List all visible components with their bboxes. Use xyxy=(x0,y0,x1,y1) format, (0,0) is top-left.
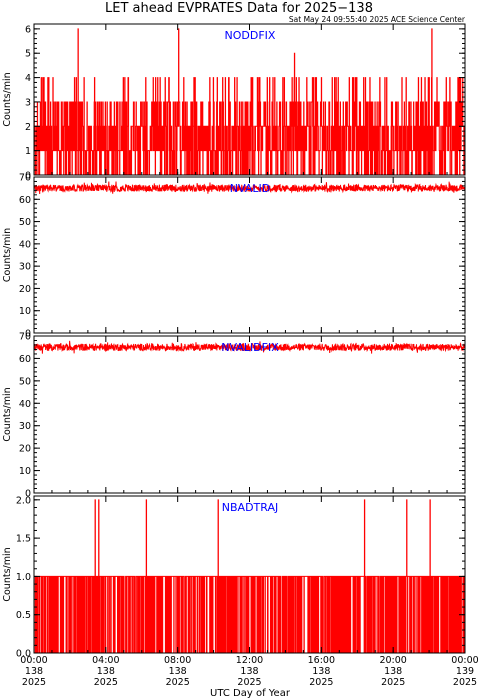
x-tick-label-time: 12:00 xyxy=(236,655,263,666)
y-tick-label: 3 xyxy=(25,97,31,108)
y-tick-label: 70 xyxy=(19,332,31,343)
y-tick-label: 0 xyxy=(25,171,31,182)
y-tick-label: 4 xyxy=(25,73,31,84)
y-tick-label: 0 xyxy=(25,329,31,340)
x-tick-label-time: 00:00 xyxy=(451,655,478,666)
x-tick-label-year: 2025 xyxy=(22,677,46,688)
panel-nvalid: 0 10 20 30 40 50 60 70 Counts/min NVALID xyxy=(2,173,466,340)
y-tick-label: 40 xyxy=(19,399,31,410)
x-tick-label-time: 16:00 xyxy=(308,655,335,666)
y-tick-label: 50 xyxy=(19,217,31,228)
y-tick-label: 10 xyxy=(19,466,31,477)
y-tick-label: 1.0 xyxy=(16,572,31,583)
y-tick-label: 0 xyxy=(25,489,31,500)
x-tick-label-doy: 138 xyxy=(312,666,330,677)
x-tick-label-doy: 139 xyxy=(456,666,474,677)
x-tick-label-time: 00:00 xyxy=(20,655,47,666)
series-line-nvalid xyxy=(34,181,465,194)
series-line-nvalidfix xyxy=(34,340,465,354)
panels: 0 1 2 3 4 5 6 Counts/min NODDFIX 0 10 20 30 40 50 60 70 C… xyxy=(2,23,466,660)
x-tick-label-time: 04:00 xyxy=(92,655,119,666)
y-axis-label: Counts/min xyxy=(2,228,13,282)
x-tick-label-year: 2025 xyxy=(381,677,405,688)
timestamp: Sat May 24 09:55:40 2025 ACE Science Cen… xyxy=(289,15,466,24)
panel-label: NODDFIX xyxy=(225,29,276,42)
panel-nvalidfix: 0 10 20 30 40 50 60 70 Counts/min NVALIDFIX xyxy=(2,332,466,500)
y-tick-label: 1.5 xyxy=(16,534,31,545)
x-tick-label-doy: 138 xyxy=(240,666,258,677)
y-tick-label: 30 xyxy=(19,421,31,432)
x-tick-label-doy: 138 xyxy=(25,666,43,677)
y-tick-label: 60 xyxy=(19,195,31,206)
y-tick-label: 6 xyxy=(25,24,31,35)
panel-nbadtraj: 0.0 0.5 1.0 1.5 2.0 Counts/min NBADTRAJ xyxy=(2,495,466,660)
panel-noddfix: 0 1 2 3 4 5 6 Counts/min NODDFIX xyxy=(2,23,466,182)
x-tick-label-time: 20:00 xyxy=(379,655,406,666)
series-line-nbadtraj xyxy=(34,499,465,653)
y-tick-label: 50 xyxy=(19,376,31,387)
y-tick-label: 2 xyxy=(25,122,31,133)
y-tick-label: 60 xyxy=(19,354,31,365)
y-tick-label: 5 xyxy=(25,49,31,60)
plot-frame xyxy=(33,176,466,334)
chart-title: LET ahead EVPRATES Data for 2025−138 xyxy=(105,1,373,16)
x-tick-label-doy: 138 xyxy=(97,666,115,677)
series-line-noddfix xyxy=(34,28,465,175)
y-axis-label: Counts/min xyxy=(2,387,13,441)
y-tick-label: 40 xyxy=(19,239,31,250)
panel-label: NBADTRAJ xyxy=(222,501,278,514)
y-tick-label: 30 xyxy=(19,262,31,273)
x-axis-title: UTC Day of Year xyxy=(210,688,291,699)
y-tick-label: 20 xyxy=(19,284,31,295)
y-tick-label: 2.0 xyxy=(16,495,31,506)
y-tick-label: 0.5 xyxy=(16,610,31,621)
plot-frame xyxy=(33,335,466,494)
y-tick-label: 20 xyxy=(19,444,31,455)
y-tick-label: 1 xyxy=(25,146,31,157)
x-tick-label-year: 2025 xyxy=(94,677,118,688)
y-tick-label: 70 xyxy=(19,173,31,184)
x-tick-label-doy: 138 xyxy=(169,666,187,677)
x-tick-label-year: 2025 xyxy=(166,677,190,688)
panel-label: NVALIDFIX xyxy=(221,341,279,354)
y-axis-label: Counts/min xyxy=(2,547,13,601)
x-axis-tick-labels: 00:00138202504:00138202508:00138202512:0… xyxy=(20,655,478,688)
y-tick-label: 10 xyxy=(19,306,31,317)
x-tick-label-year: 2025 xyxy=(309,677,333,688)
y-tick-label: 0.0 xyxy=(16,649,31,660)
y-axis-label: Counts/min xyxy=(2,72,13,126)
x-tick-label-year: 2025 xyxy=(237,677,261,688)
panel-label: NVALID xyxy=(230,182,270,195)
x-tick-label-year: 2025 xyxy=(453,677,477,688)
x-tick-label-time: 08:00 xyxy=(164,655,191,666)
x-tick-label-doy: 138 xyxy=(384,666,402,677)
